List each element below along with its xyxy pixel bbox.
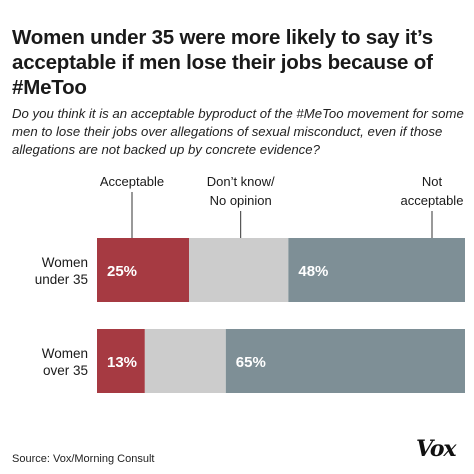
legend-label-3-line-2: acceptable — [401, 193, 464, 208]
source-note: Source: Vox/Morning Consult — [12, 453, 155, 465]
bar-segment-1-1 — [97, 238, 189, 302]
bar-segment-1-3 — [288, 238, 465, 302]
bar-segment-2-1 — [97, 329, 145, 393]
legend-label-3-line-1: Not — [422, 174, 443, 189]
data-label-1-3: 48% — [298, 263, 328, 280]
category-label-1-line-1: Women — [42, 255, 88, 270]
data-label-2-1: 13% — [107, 354, 137, 371]
legend-label-2-line-1: Don’t know/ — [207, 174, 275, 189]
legend-label-1-line-1: Acceptable — [100, 174, 164, 189]
legend-label-2-line-2: No opinion — [210, 193, 272, 208]
data-label-2-3: 65% — [236, 354, 266, 371]
category-label-1-line-2: under 35 — [35, 272, 88, 287]
vox-logo: Vox — [416, 436, 456, 462]
category-label-2-line-1: Women — [42, 346, 88, 361]
chart-subtitle: Do you think it is an acceptable byprodu… — [12, 106, 464, 157]
bar-segment-2-3 — [225, 329, 465, 393]
bar-segment-1-2 — [189, 238, 289, 302]
category-label-2-line-2: over 35 — [43, 363, 88, 378]
data-label-1-1: 25% — [107, 263, 137, 280]
chart-title: Women under 35 were more likely to say i… — [12, 26, 433, 99]
bar-segment-2-2 — [144, 329, 226, 393]
